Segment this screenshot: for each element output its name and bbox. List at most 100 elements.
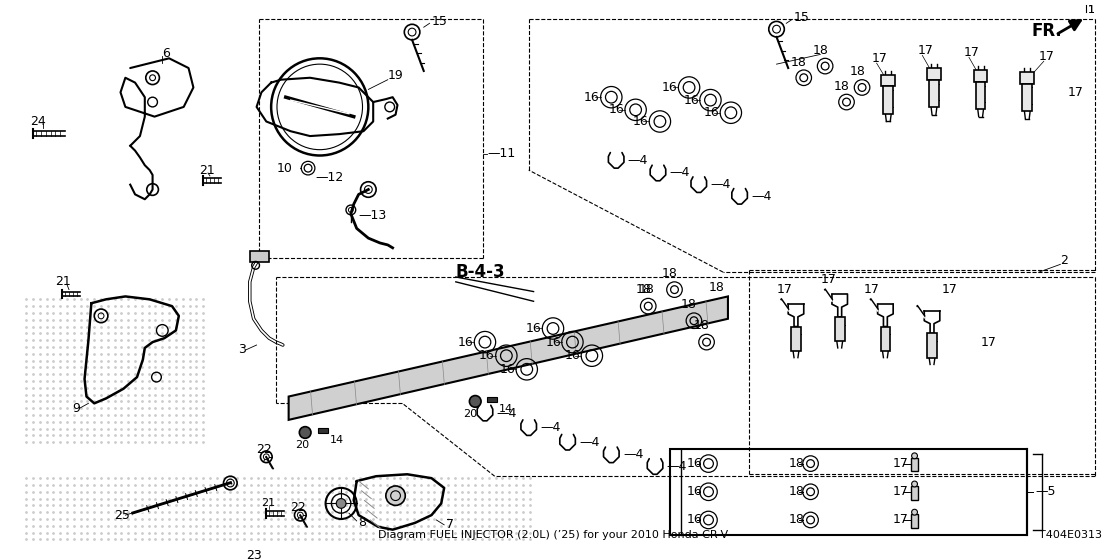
Text: —12: —12 [316, 171, 344, 184]
Text: 19: 19 [388, 69, 403, 82]
Text: 20: 20 [464, 409, 478, 419]
Text: 15: 15 [431, 15, 447, 28]
Text: —4: —4 [623, 449, 643, 461]
Text: 17: 17 [871, 52, 888, 65]
Text: 22: 22 [290, 501, 307, 514]
Text: 18: 18 [681, 298, 697, 311]
Text: 23: 23 [246, 549, 262, 560]
Text: 18: 18 [693, 319, 710, 332]
Bar [911, 514, 918, 528]
Text: 17: 17 [893, 457, 909, 470]
Text: 17: 17 [1068, 86, 1084, 99]
Text: 16: 16 [688, 486, 703, 498]
Text: 18: 18 [790, 514, 805, 526]
Bar [791, 326, 801, 351]
Text: 16: 16 [662, 81, 678, 94]
Bar [927, 333, 937, 358]
Text: 16: 16 [703, 106, 719, 119]
Text: —4: —4 [496, 407, 517, 419]
Text: 16: 16 [633, 115, 648, 128]
Text: 17: 17 [776, 283, 793, 296]
Text: 16: 16 [608, 104, 624, 116]
Text: 14: 14 [498, 404, 513, 414]
Circle shape [912, 453, 917, 459]
Text: 16: 16 [479, 349, 495, 362]
Text: 21: 21 [261, 498, 276, 508]
Bar [1023, 83, 1033, 111]
Text: 16: 16 [564, 349, 580, 362]
Text: 17: 17 [820, 273, 837, 286]
Text: 17: 17 [1039, 50, 1055, 63]
Text: 16: 16 [585, 91, 600, 104]
Text: 17: 17 [893, 486, 909, 498]
Text: —4: —4 [540, 421, 561, 434]
Circle shape [469, 395, 482, 407]
Text: 18: 18 [791, 55, 806, 69]
Polygon shape [289, 296, 728, 420]
Bar [911, 458, 918, 472]
Text: 17: 17 [864, 283, 880, 296]
Text: 17: 17 [893, 514, 909, 526]
Text: 21: 21 [55, 276, 72, 288]
Text: T404E0313: T404E0313 [1039, 530, 1102, 539]
Circle shape [912, 481, 917, 487]
Text: 17: 17 [964, 46, 980, 59]
Bar [930, 80, 939, 107]
Text: 15: 15 [794, 11, 810, 24]
Bar [250, 251, 269, 263]
Text: 18: 18 [662, 267, 678, 279]
Text: 25: 25 [114, 508, 130, 521]
Text: —4: —4 [752, 190, 772, 203]
Text: 24: 24 [30, 115, 46, 128]
Text: —4: —4 [628, 154, 648, 167]
Text: 17: 17 [942, 283, 958, 296]
Text: 16: 16 [545, 335, 561, 349]
Text: 2: 2 [1061, 254, 1068, 267]
Text: 16: 16 [525, 322, 542, 335]
Text: —13: —13 [358, 209, 386, 222]
Circle shape [912, 509, 917, 515]
Text: 7: 7 [446, 519, 454, 531]
Text: —4: —4 [579, 436, 599, 449]
Text: 9: 9 [72, 402, 80, 415]
Bar [834, 317, 844, 341]
Text: 1: 1 [1088, 4, 1094, 15]
Text: 20: 20 [296, 440, 309, 450]
Text: 16: 16 [500, 363, 515, 376]
Text: 16: 16 [683, 94, 699, 106]
Text: 18: 18 [790, 457, 805, 470]
Text: 17: 17 [917, 44, 933, 57]
Text: —5: —5 [1035, 486, 1055, 498]
Text: 18: 18 [833, 80, 850, 93]
Text: 3: 3 [239, 343, 246, 356]
Bar [881, 75, 895, 86]
Text: 17: 17 [981, 335, 997, 349]
Text: 18: 18 [635, 283, 652, 296]
Text: 22: 22 [256, 442, 272, 455]
Circle shape [336, 498, 346, 508]
Bar [487, 396, 496, 403]
Text: 18: 18 [709, 281, 725, 294]
Text: 16: 16 [688, 514, 703, 526]
Bar [911, 486, 918, 500]
Text: —4: —4 [670, 166, 690, 180]
Text: 18: 18 [638, 283, 654, 296]
Circle shape [299, 427, 311, 438]
Text: 21: 21 [199, 164, 215, 176]
Text: 16: 16 [688, 457, 703, 470]
Text: FR.: FR. [1032, 22, 1062, 40]
Text: 10: 10 [277, 162, 292, 175]
Bar [1020, 72, 1034, 83]
Text: 18: 18 [790, 486, 805, 498]
Bar [927, 68, 941, 80]
Bar [318, 428, 327, 433]
Bar [880, 326, 890, 351]
Text: 18: 18 [812, 44, 828, 57]
Text: 18: 18 [849, 66, 865, 78]
Text: 16: 16 [458, 335, 474, 349]
Text: 1: 1 [1088, 4, 1094, 15]
Text: Diagram FUEL INJECTOR (2.0L) (’25) for your 2010 Honda CR-V: Diagram FUEL INJECTOR (2.0L) (’25) for y… [377, 530, 728, 539]
Bar [976, 82, 986, 109]
Text: —4: —4 [710, 178, 731, 191]
Text: —4: —4 [666, 460, 687, 473]
